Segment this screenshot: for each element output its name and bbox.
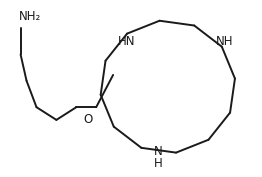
Text: NH: NH xyxy=(216,35,233,48)
Text: O: O xyxy=(84,113,93,126)
Text: HN: HN xyxy=(118,35,135,48)
Text: N
H: N H xyxy=(154,145,162,170)
Text: NH₂: NH₂ xyxy=(19,10,41,23)
